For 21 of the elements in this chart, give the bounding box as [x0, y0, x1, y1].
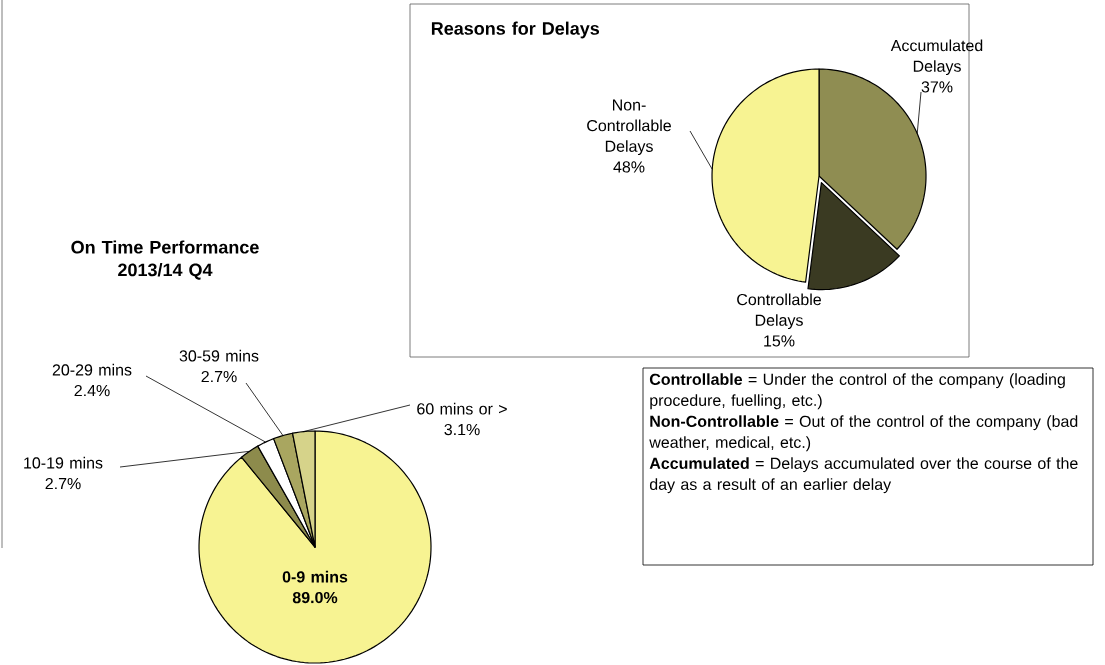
slice-label: 30-59 mins — [179, 349, 259, 362]
data-label: 2.7% — [45, 477, 81, 490]
chart-title: On Time Performance 2013/14 Q4 — [71, 240, 259, 280]
slice-label: 0-9 mins — [282, 570, 348, 583]
text: Non-Controllable = Out of the control of the company (bad weather, medical, etc.) — [649, 415, 1078, 452]
data-label: 2.7% — [201, 370, 237, 383]
data-label: 3.1% — [444, 423, 480, 436]
data-label: 15% — [764, 335, 795, 347]
slice-label: 60 mins or > — [417, 402, 507, 415]
chart-title: Reasons for Delays — [431, 21, 600, 39]
data-label: 48% — [613, 161, 645, 173]
slice-label: Controllable Delays — [737, 293, 821, 330]
slice-label: Non-Controllable Delays — [587, 99, 671, 156]
data-label: 37% — [921, 81, 953, 93]
text: Controllable = Under the control of the company (loading procedure, fuelling, etc.) — [649, 373, 1065, 410]
slice-label: Accumulated Delays — [890, 39, 983, 76]
slice-label: 20-29 mins — [52, 363, 132, 376]
data-label: 89.0% — [292, 591, 338, 604]
text: Accumulated = Delays accumulated over the course of the day as a result of an earlier delay — [649, 457, 1078, 494]
data-label: 2.4% — [74, 384, 110, 397]
slice-label: 10-19 mins — [24, 456, 103, 469]
